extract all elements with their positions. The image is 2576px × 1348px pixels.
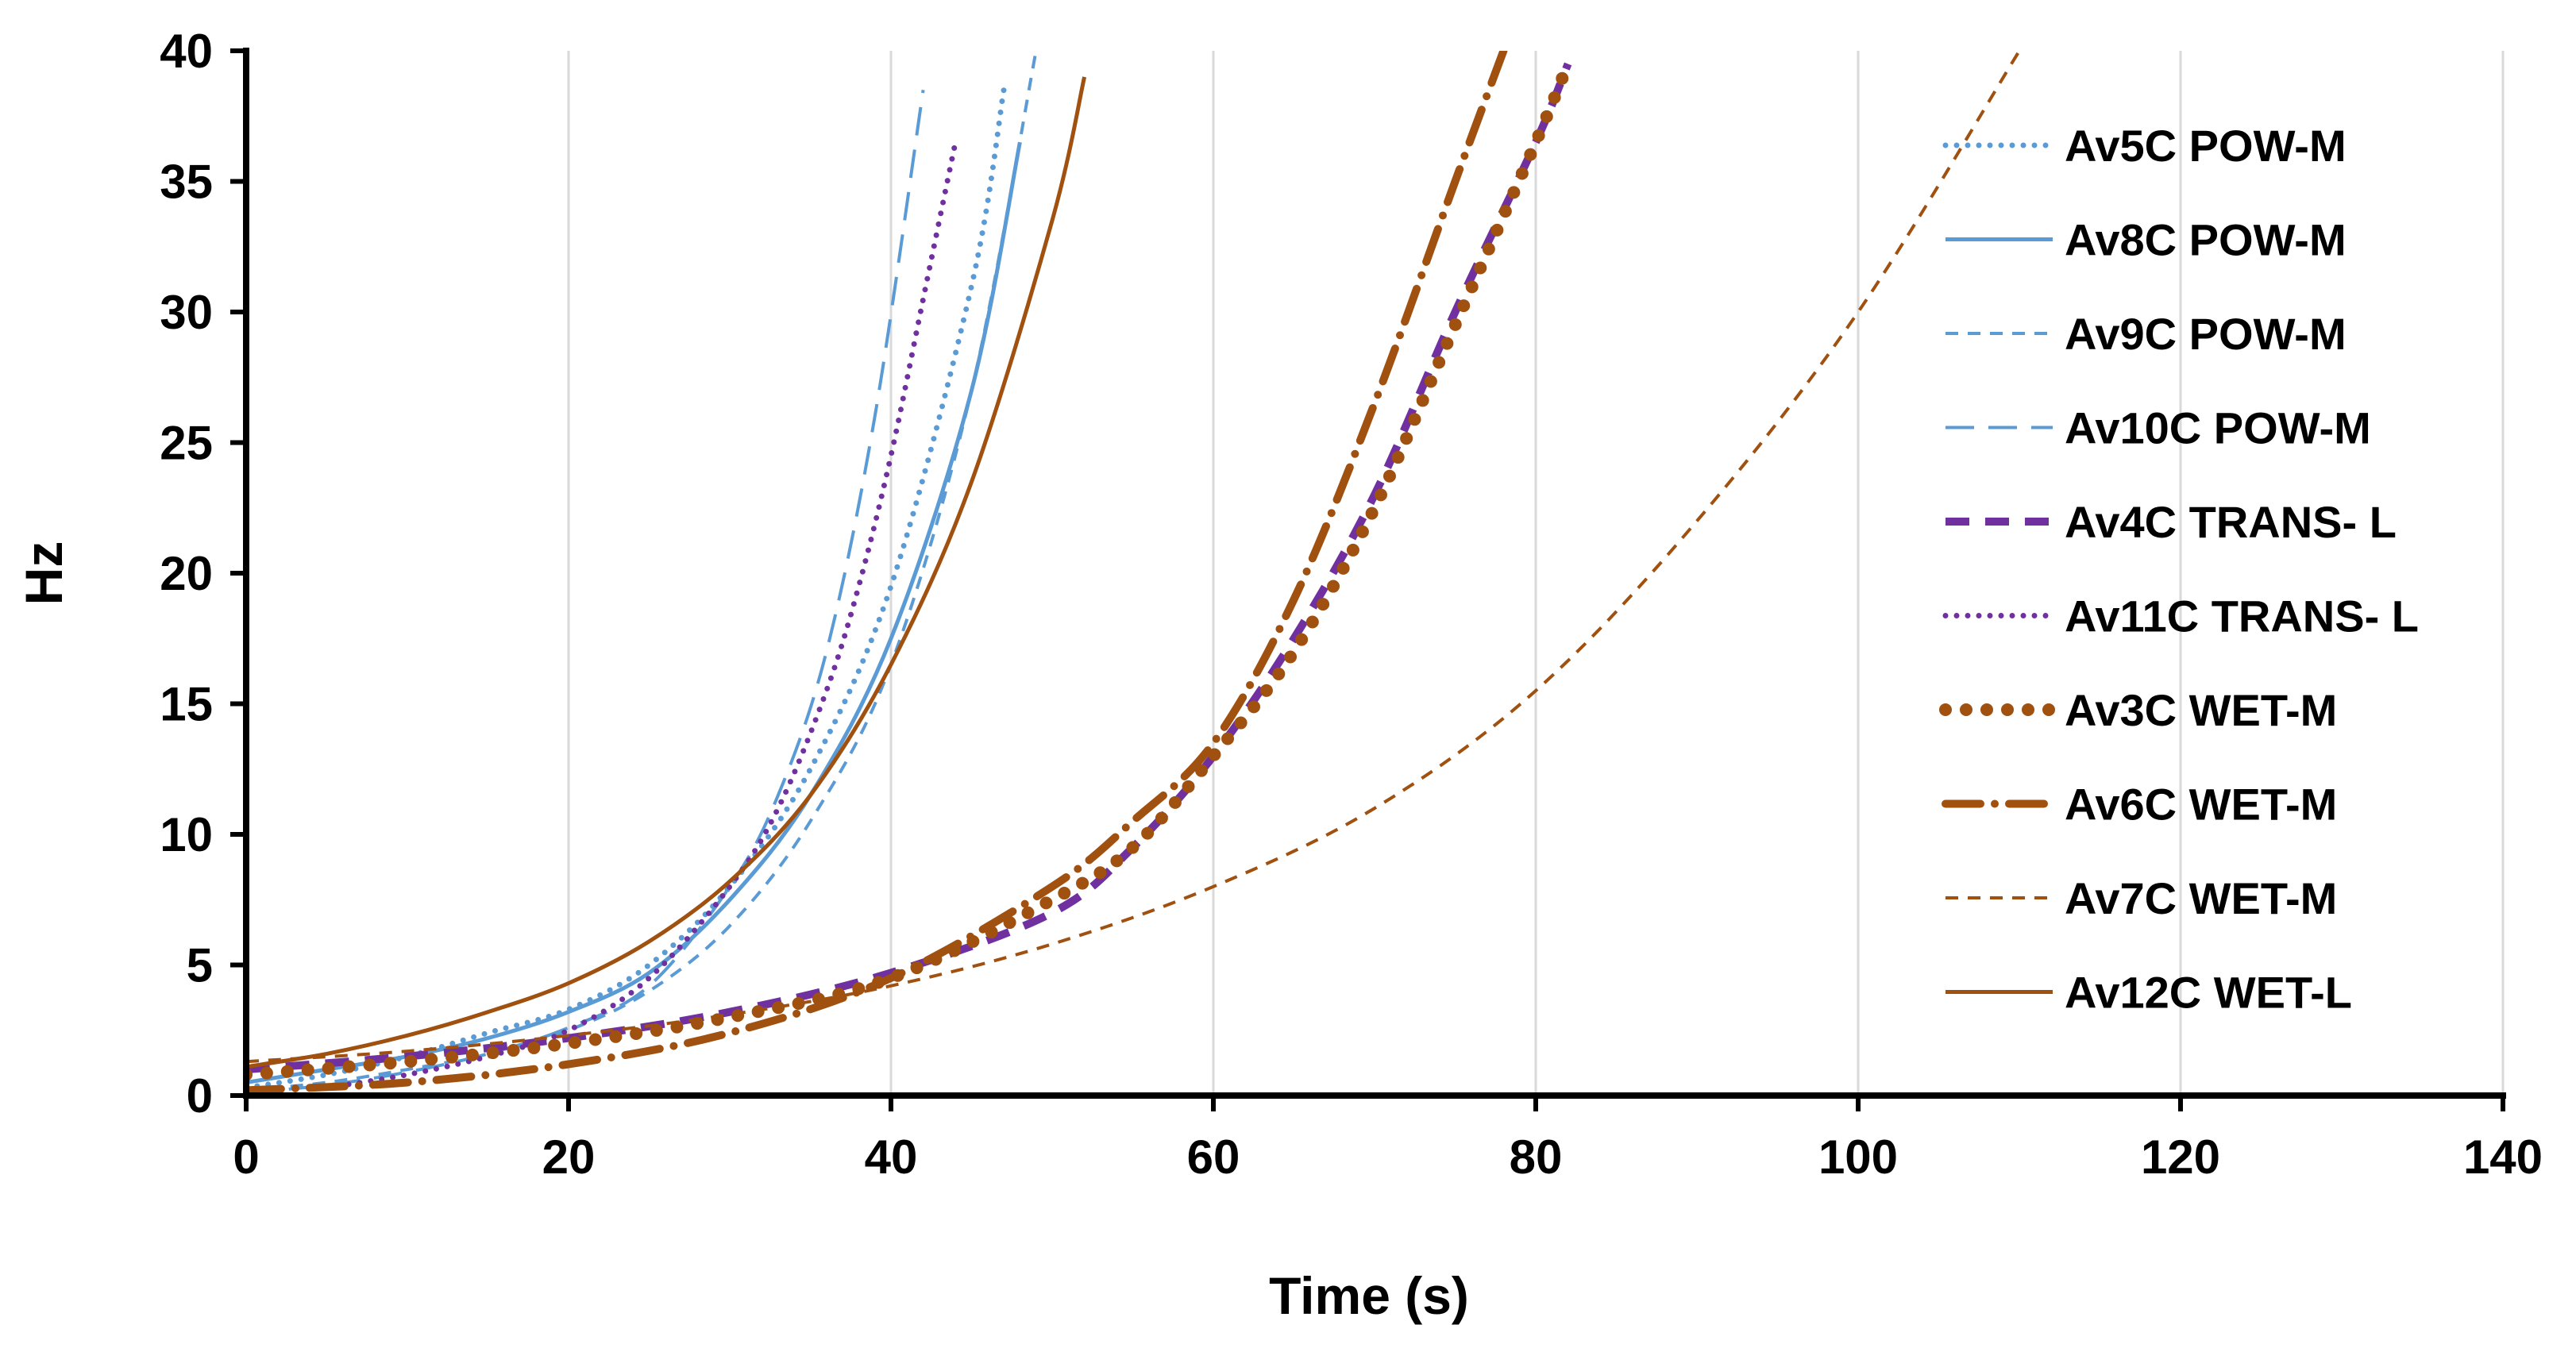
y-axis-title: Hz [14, 541, 73, 606]
x-tick-label-80: 80 [1510, 1130, 1563, 1184]
series-line-av3c-wet-m [246, 57, 1575, 1081]
y-tick-label-5: 5 [187, 939, 213, 992]
series-lines [246, 51, 2021, 1095]
x-tick-label-40: 40 [865, 1130, 918, 1184]
grid [567, 51, 2505, 1096]
tick-labels: 0 20 40 60 80 100 120 140 0 5 10 15 20 25 30 35 40 [160, 25, 2543, 1184]
legend-label: Av9C POW-M [2065, 309, 2347, 359]
y-tick-label-35: 35 [160, 156, 213, 209]
legend-item-av5c-pow-m: Av5C POW-M [1942, 121, 2347, 171]
legend-label: Av7C WET-M [2065, 873, 2337, 923]
axes [230, 48, 2506, 1111]
series-line-av6c-wet-m [246, 51, 1508, 1095]
series-line-av9c-pow-m [246, 51, 1038, 1092]
y-tick-label-25: 25 [160, 417, 213, 470]
y-tick-label-0: 0 [187, 1069, 213, 1123]
series-line-av10c-pow-m [246, 90, 925, 1095]
legend-label: Av3C WET-M [2065, 685, 2337, 735]
series-line-av8c-pow-m [246, 141, 1022, 1084]
series-line-av7c-wet-m [246, 51, 2021, 1064]
legend-label: Av10C POW-M [2065, 403, 2371, 453]
legend: Av5C POW-M Av8C POW-M Av9C POW-M Av10C POW-… [1939, 121, 2419, 1018]
x-tick-label-140: 140 [2463, 1130, 2543, 1184]
legend-label: Av5C POW-M [2065, 121, 2347, 171]
legend-item-av4c-trans-l: Av4C TRANS- L [1945, 497, 2397, 547]
y-tick-label-15: 15 [160, 678, 213, 731]
x-tick-label-0: 0 [233, 1130, 259, 1184]
legend-item-av3c-wet-m: Av3C WET-M [1939, 685, 2337, 735]
legend-label: Av4C TRANS- L [2065, 497, 2397, 547]
legend-label: Av8C POW-M [2065, 215, 2347, 265]
legend-item-av6c-wet-m: Av6C WET-M [1942, 780, 2337, 830]
series-line-av12c-wet-l [246, 76, 1087, 1069]
y-tick-label-30: 30 [160, 286, 213, 339]
x-tick-label-120: 120 [2141, 1130, 2220, 1184]
legend-item-av10c-pow-m: Av10C POW-M [1945, 403, 2371, 453]
y-tick-label-10: 10 [160, 808, 213, 861]
legend-item-av12c-wet-l: Av12C WET-L [1945, 968, 2352, 1018]
legend-label: Av12C WET-L [2065, 968, 2352, 1018]
y-tick-label-20: 20 [160, 547, 213, 600]
x-axis-title: Time (s) [1269, 1266, 1469, 1325]
x-tick-label-100: 100 [1818, 1130, 1898, 1184]
series-line-av4c-trans-l [246, 62, 1572, 1074]
legend-item-av11c-trans-l: Av11C TRANS- L [1942, 591, 2419, 641]
legend-label: Av6C WET-M [2065, 780, 2337, 830]
y-tick-label-40: 40 [160, 25, 213, 78]
legend-item-av7c-wet-m: Av7C WET-M [1945, 873, 2337, 923]
x-tick-label-60: 60 [1187, 1130, 1240, 1184]
legend-item-av8c-pow-m: Av8C POW-M [1945, 215, 2347, 265]
x-tick-label-20: 20 [542, 1130, 596, 1184]
legend-label: Av11C TRANS- L [2065, 591, 2419, 641]
legend-item-av9c-pow-m: Av9C POW-M [1945, 309, 2347, 359]
